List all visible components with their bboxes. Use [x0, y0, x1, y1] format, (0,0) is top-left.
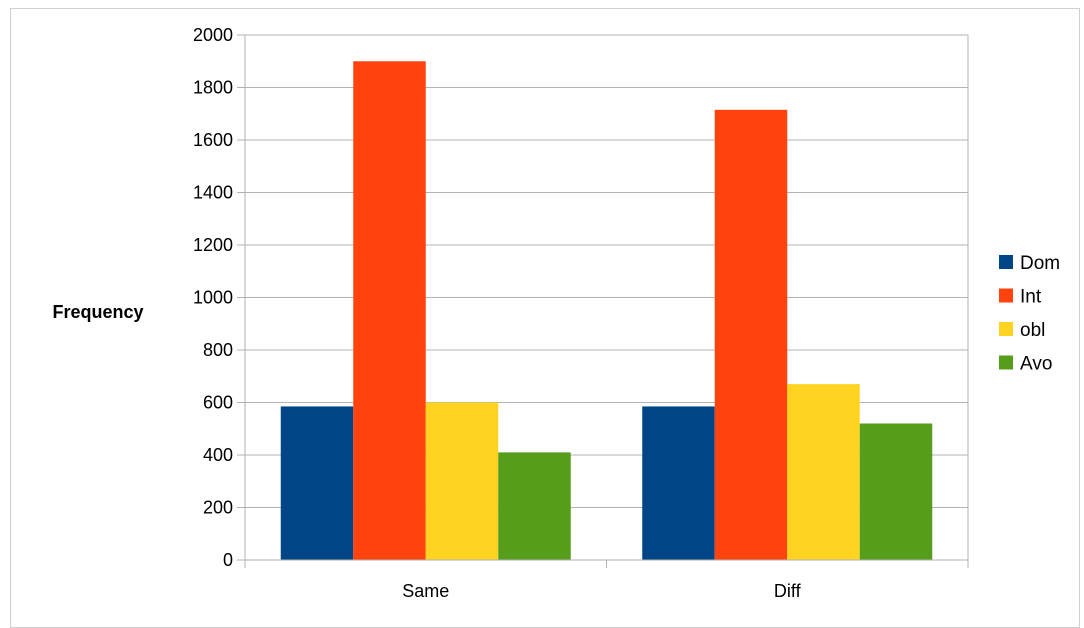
legend-label-obl: obl [1020, 320, 1045, 341]
legend-label-avo: Avo [1020, 354, 1052, 375]
bar-avo-diff [859, 423, 933, 560]
y-axis-label: Frequency [52, 302, 143, 322]
x-tick-label: Diff [774, 581, 802, 601]
legend: Dom Int obl Avo [999, 253, 1060, 375]
y-tick-label: 0 [223, 550, 233, 570]
x-tick-labels: Same Diff [402, 581, 801, 601]
bar-obl-same [425, 402, 499, 560]
bar-avo-same [498, 452, 571, 560]
bar-int-diff [714, 109, 788, 560]
bar-dom-same [280, 406, 354, 560]
bar-dom-diff [642, 406, 715, 560]
y-tick-label: 600 [203, 393, 233, 413]
legend-label-int: Int [1020, 287, 1042, 308]
y-tick-label: 1800 [193, 78, 233, 98]
x-tick-label: Same [402, 581, 449, 601]
y-tick-label: 1000 [193, 288, 233, 308]
y-tick-label: 1600 [193, 130, 233, 150]
legend-swatch-avo [999, 355, 1013, 370]
y-tick-labels: 0 200 400 600 800 1000 1200 1400 1600 1800 2000 [193, 25, 233, 570]
y-tick-label: 2000 [193, 25, 233, 45]
y-tick-label: 200 [203, 498, 233, 518]
bar-int-same [353, 61, 426, 560]
axes [237, 34, 969, 568]
y-tick-label: 1400 [193, 183, 233, 203]
legend-swatch-obl [999, 322, 1013, 336]
bar-chart: 0 200 400 600 800 1000 1200 1400 1600 1800 2000 Sa… [52, 25, 1060, 601]
bar-obl-diff [787, 384, 860, 560]
legend-label-dom: Dom [1020, 253, 1060, 274]
y-tick-label: 1200 [193, 235, 233, 255]
y-tick-label: 800 [203, 340, 233, 360]
legend-swatch-int [999, 288, 1013, 303]
legend-swatch-dom [999, 255, 1013, 269]
bars [280, 61, 933, 560]
y-tick-label: 400 [203, 445, 233, 465]
